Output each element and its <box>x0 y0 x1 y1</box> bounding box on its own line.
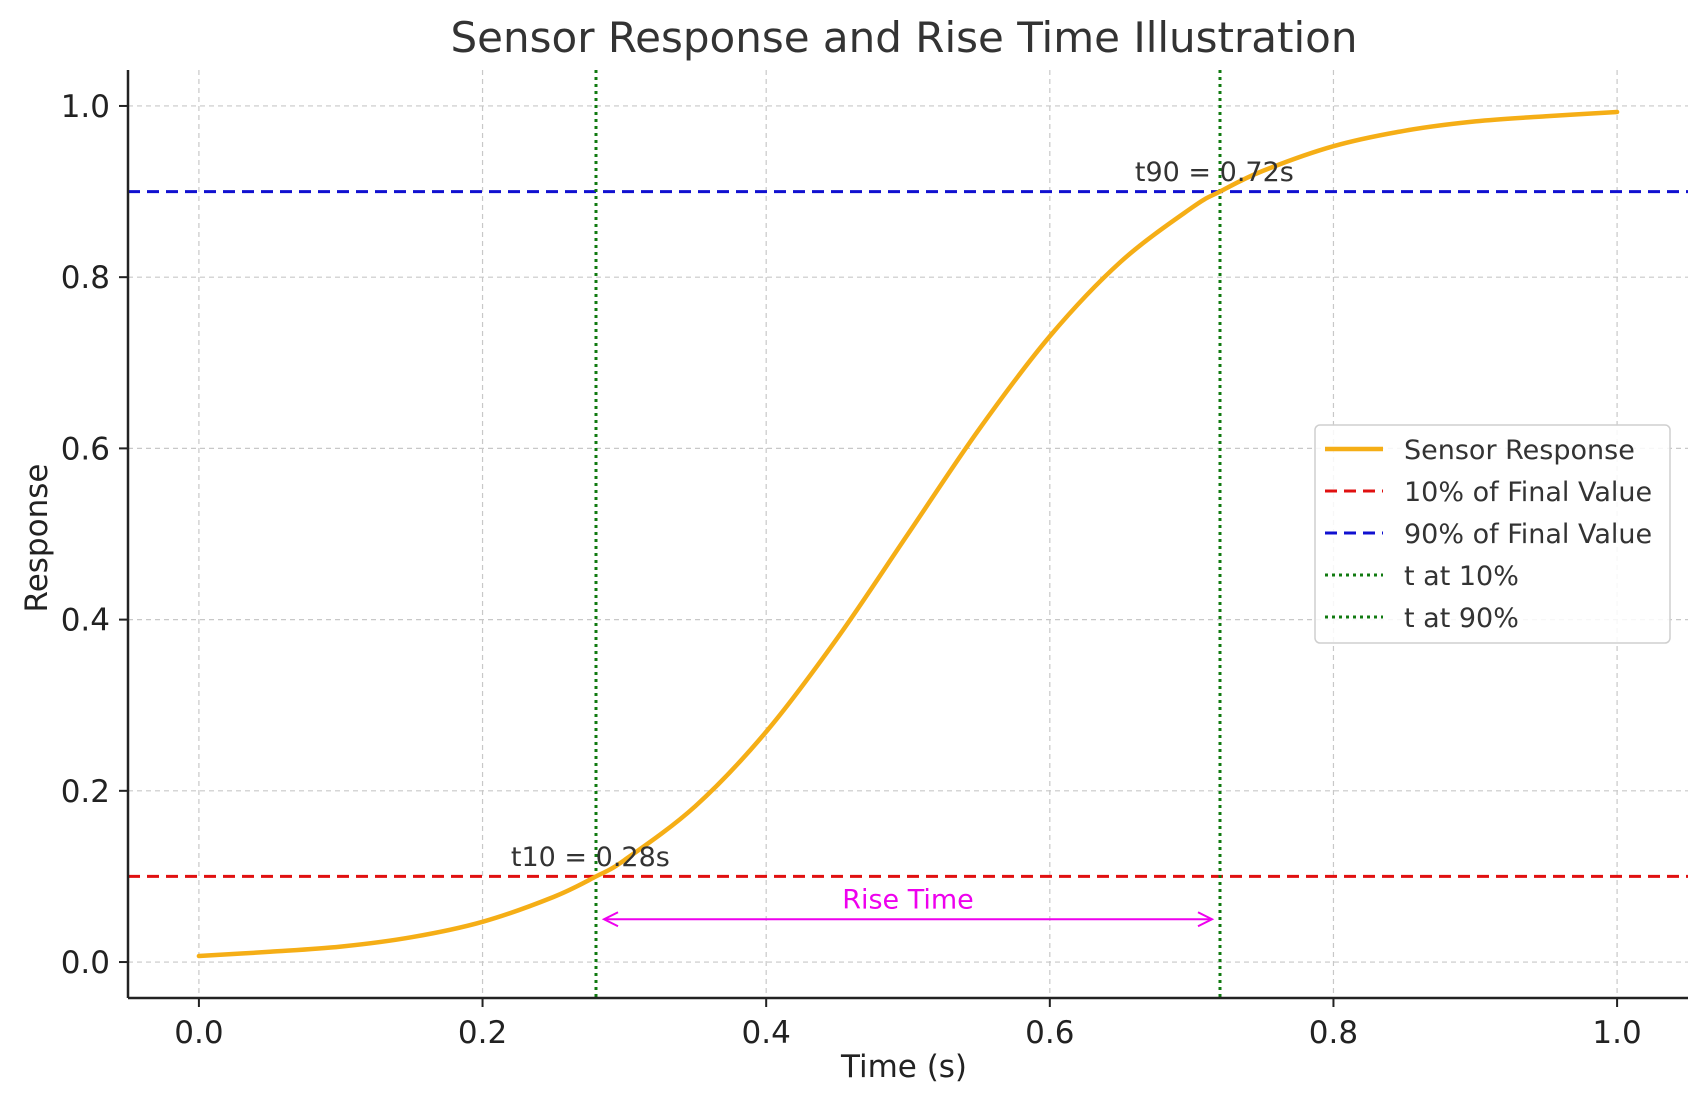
legend-label: t at 90% <box>1404 603 1519 634</box>
y-axis-label: Response <box>19 464 55 613</box>
rise-time-arrowhead-left <box>601 911 619 928</box>
y-tick-label: 0.2 <box>61 774 110 810</box>
y-tick-label: 0.8 <box>61 260 110 296</box>
y-tick-label: 0.4 <box>61 603 110 639</box>
sensor-response-line <box>196 109 1620 959</box>
chart-title: Sensor Response and Rise Time Illustrati… <box>451 13 1358 62</box>
x-tick-label: 0.2 <box>458 1015 507 1051</box>
legend-label: 10% of Final Value <box>1404 477 1652 508</box>
legend-label: 90% of Final Value <box>1404 519 1652 550</box>
legend-box <box>1314 424 1671 644</box>
y-tick-label: 0.0 <box>61 945 110 981</box>
data-layer: t10 = 0.28s t90 = 0.72s Rise Time <box>128 70 1688 998</box>
y-tick-label: 1.0 <box>61 89 110 125</box>
tick-marks: 0.0 0.2 0.4 0.6 0.8 1.0 0.0 0.2 0.4 0.6 0.8 1.0 <box>61 89 1642 1051</box>
x-tick-label: 0.4 <box>742 1015 791 1051</box>
y-tick-label: 0.6 <box>61 431 110 467</box>
axes <box>126 70 1688 1000</box>
x-tick-label: 0.8 <box>1309 1015 1358 1051</box>
legend-label: Sensor Response <box>1404 435 1635 466</box>
legend: Sensor Response 10% of Final Value 90% of … <box>1314 424 1671 644</box>
x-tick-label: 0.6 <box>1025 1015 1074 1051</box>
t90-annotation: t90 = 0.72s <box>1135 157 1294 188</box>
x-tick-label: 1.0 <box>1592 1015 1641 1051</box>
x-axis-label: Time (s) <box>840 1049 967 1085</box>
rise-time-arrowhead-right <box>1197 911 1215 928</box>
t10-annotation: t10 = 0.28s <box>511 842 670 873</box>
x-tick-label: 0.0 <box>174 1015 223 1051</box>
legend-label: t at 10% <box>1404 561 1519 592</box>
rise-time-label: Rise Time <box>842 885 974 916</box>
